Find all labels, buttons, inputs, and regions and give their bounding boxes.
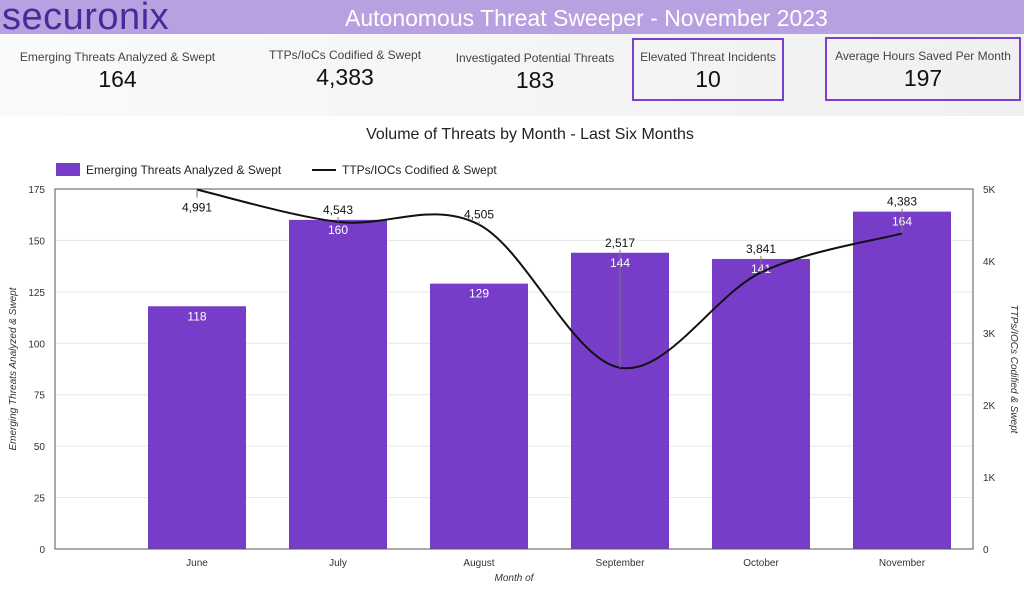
line-value-label: 4,543 [323,203,353,217]
y2-tick-label: 3K [983,329,996,340]
kpi-label: Investigated Potential Threats [455,51,615,65]
line-value-label: 4,383 [887,195,917,209]
y-tick-label: 25 [34,494,46,505]
kpi-label: Average Hours Saved Per Month [835,49,1011,63]
bar-value-label: 160 [328,223,348,237]
legend-line-label: TTPs/IOCs Codified & Swept [342,163,497,177]
legend-bar-label: Emerging Threats Analyzed & Swept [86,163,282,177]
chart-title: Volume of Threats by Month - Last Six Mo… [366,126,694,143]
kpi-value: 10 [695,66,721,92]
y-tick-label: 0 [39,545,45,556]
kpi-elevated-incidents: Elevated Threat Incidents 10 [632,38,784,101]
ttp-line [196,188,903,370]
y2-tick-label: 4K [983,257,996,268]
kpi-label: Emerging Threats Analyzed & Swept [19,50,216,64]
x-tick-label: October [743,558,779,569]
x-tick-label: July [329,558,347,569]
y2-tick-label: 0 [983,545,989,556]
y-tick-label: 150 [28,236,45,247]
y2-axis-title: TTPs/IOCs Codified & Swept [1008,305,1019,435]
x-axis-title: Month of [495,573,535,584]
kpi-value: 164 [98,66,137,92]
kpi-emerging-threats: Emerging Threats Analyzed & Swept 164 [15,50,220,93]
dashboard-title: Autonomous Threat Sweeper - November 202… [345,5,828,31]
y-tick-label: 100 [28,339,45,350]
securonix-logo: securonix [2,0,170,38]
kpi-label: TTPs/IoCs Codified & Swept [268,48,422,62]
bar-value-label: 129 [469,287,489,301]
bar-july [289,219,387,549]
line-value-label: 4,505 [464,208,494,222]
kpi-band: Emerging Threats Analyzed & Swept 164 TT… [0,34,1024,116]
y2-tick-label: 1K [983,473,996,484]
x-tick-label: November [879,558,926,569]
bar-june [148,306,246,549]
y-axis-title: Emerging Threats Analyzed & Swept [8,286,19,450]
y-tick-label: 75 [34,391,46,402]
bar-october [712,258,810,549]
line-value-label: 3,841 [746,242,776,256]
x-tick-label: June [186,558,208,569]
y-tick-label: 50 [34,442,46,453]
header-bar: securonix Autonomous Threat Sweeper - No… [0,0,1024,38]
kpi-value: 197 [903,65,943,91]
legend-bar-swatch [56,163,80,176]
x-tick-label: August [463,558,494,569]
kpi-ttps-iocs: TTPs/IoCs Codified & Swept 4,383 [255,48,435,91]
kpi-label: Elevated Threat Incidents [640,50,776,64]
y-tick-label: 175 [28,185,45,196]
line-value-label: 4,991 [182,201,212,215]
bar-august [430,283,528,549]
kpi-hours-saved: Average Hours Saved Per Month 197 [825,37,1021,101]
bar-november [853,211,951,549]
plot-frame [54,188,974,550]
y2-tick-label: 2K [983,401,996,412]
y2-tick-label: 5K [983,185,996,196]
kpi-investigated-threats: Investigated Potential Threats 183 [445,51,625,94]
line-value-label: 2,517 [605,236,635,250]
kpi-value: 4,383 [316,64,374,90]
kpi-value: 183 [515,67,555,93]
x-tick-label: September [596,558,646,569]
bar-value-label: 118 [187,309,206,323]
y-tick-label: 125 [28,288,45,299]
